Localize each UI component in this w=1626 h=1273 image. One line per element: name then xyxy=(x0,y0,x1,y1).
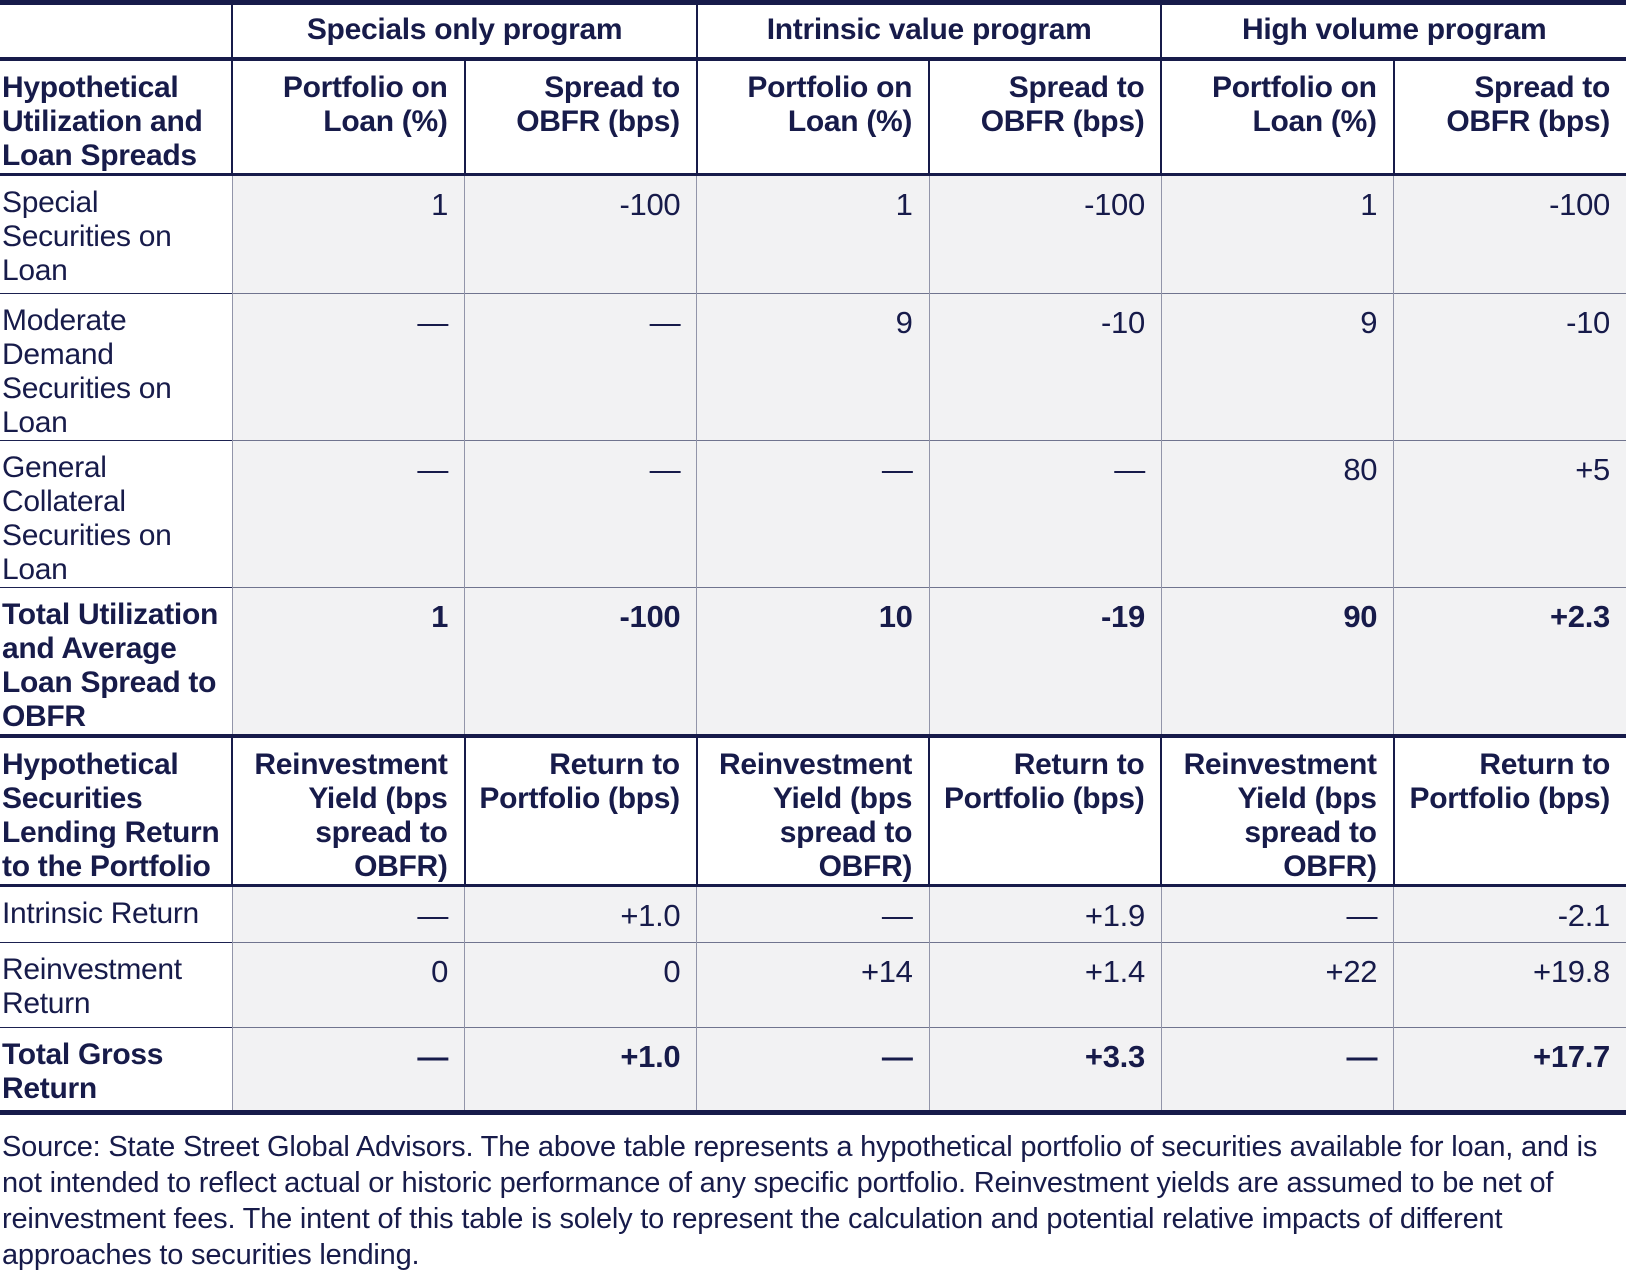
row-label: Special Securities on Loan xyxy=(0,173,233,293)
row-label: Moderate Demand Securities on Loan xyxy=(0,292,233,440)
value-cell: +1.9 xyxy=(928,884,1162,942)
row-label: Reinvestment Return xyxy=(0,941,233,1027)
col-header-portfolio-on-loan: Portfolio on Loan (%) xyxy=(695,58,930,176)
value-cell: 1 xyxy=(231,173,465,293)
group-header-intrinsic: Intrinsic value program xyxy=(695,2,1162,61)
corner-cell xyxy=(0,2,233,61)
table-row-reinvestment-return: Reinvestment Return 0 0 +14 +1.4 +22 +19… xyxy=(0,941,1626,1027)
col-header-spread-to-obfr: Spread to OBFR (bps) xyxy=(463,58,697,176)
value-cell: — xyxy=(231,884,465,942)
section1-subheader-row: Hypothetical Utilization and Loan Spread… xyxy=(0,58,1626,176)
value-cell: — xyxy=(231,292,465,440)
value-cell: +22 xyxy=(1160,941,1394,1027)
value-cell: -100 xyxy=(464,173,697,293)
section2-row-header: Hypothetical Securities Lending Return t… xyxy=(0,735,233,887)
section2-subheader-row: Hypothetical Securities Lending Return t… xyxy=(0,735,1626,887)
col-header-return-to-portfolio: Return to Portfolio (bps) xyxy=(928,735,1162,887)
value-cell: +1.4 xyxy=(928,941,1162,1027)
group-header-high-volume: High volume program xyxy=(1160,2,1626,61)
value-cell: — xyxy=(1160,884,1394,942)
value-cell: +2.3 xyxy=(1393,586,1626,738)
table-row-total-utilization: Total Utilization and Average Loan Sprea… xyxy=(0,586,1626,738)
table-row-total-gross-return: Total Gross Return — +1.0 — +3.3 — +17.7 xyxy=(0,1026,1626,1112)
value-cell: -2.1 xyxy=(1393,884,1626,942)
group-header-specials: Specials only program xyxy=(231,2,697,61)
value-cell: 90 xyxy=(1160,586,1394,738)
section1-row-header: Hypothetical Utilization and Loan Spread… xyxy=(0,58,233,176)
value-cell: — xyxy=(231,439,465,587)
securities-lending-table: Specials only program Intrinsic value pr… xyxy=(0,0,1626,1115)
value-cell: 0 xyxy=(464,941,697,1027)
value-cell: — xyxy=(464,292,697,440)
table-row-intrinsic-return: Intrinsic Return — +1.0 — +1.9 — -2.1 xyxy=(0,884,1626,942)
value-cell: — xyxy=(696,439,930,587)
value-cell: 80 xyxy=(1160,439,1394,587)
table-row-general-collateral: General Collateral Securities on Loan — … xyxy=(0,439,1626,587)
row-label: General Collateral Securities on Loan xyxy=(0,439,233,587)
value-cell: — xyxy=(928,439,1162,587)
value-cell: +1.0 xyxy=(464,1026,697,1112)
value-cell: — xyxy=(231,1026,465,1112)
value-cell: 9 xyxy=(696,292,930,440)
col-header-spread-to-obfr: Spread to OBFR (bps) xyxy=(928,58,1162,176)
value-cell: 1 xyxy=(1160,173,1394,293)
value-cell: — xyxy=(464,439,697,587)
value-cell: -100 xyxy=(928,173,1162,293)
table-row-special-securities: Special Securities on Loan 1 -100 1 -100… xyxy=(0,173,1626,293)
value-cell: -19 xyxy=(928,586,1162,738)
value-cell: — xyxy=(696,1026,930,1112)
value-cell: -10 xyxy=(928,292,1162,440)
source-note: Source: State Street Global Advisors. Th… xyxy=(2,1130,1598,1271)
col-header-return-to-portfolio: Return to Portfolio (bps) xyxy=(463,735,697,887)
table-row-moderate-demand: Moderate Demand Securities on Loan — — 9… xyxy=(0,292,1626,440)
value-cell: +3.3 xyxy=(928,1026,1162,1112)
value-cell: 9 xyxy=(1160,292,1394,440)
col-header-reinvestment-yield: Reinvestment Yield (bps spread to OBFR) xyxy=(1160,735,1394,887)
col-header-portfolio-on-loan: Portfolio on Loan (%) xyxy=(1160,58,1394,176)
value-cell: +14 xyxy=(696,941,930,1027)
value-cell: +1.0 xyxy=(464,884,697,942)
value-cell: 0 xyxy=(231,941,465,1027)
row-label: Intrinsic Return xyxy=(0,884,233,942)
value-cell: — xyxy=(1160,1026,1394,1112)
col-header-return-to-portfolio: Return to Portfolio (bps) xyxy=(1392,735,1626,887)
col-header-reinvestment-yield: Reinvestment Yield (bps spread to OBFR) xyxy=(231,735,465,887)
value-cell: 1 xyxy=(696,173,930,293)
col-header-spread-to-obfr: Spread to OBFR (bps) xyxy=(1392,58,1626,176)
row-label: Total Utilization and Average Loan Sprea… xyxy=(0,586,233,738)
value-cell: — xyxy=(696,884,930,942)
value-cell: -10 xyxy=(1393,292,1626,440)
col-header-portfolio-on-loan: Portfolio on Loan (%) xyxy=(231,58,465,176)
col-header-reinvestment-yield: Reinvestment Yield (bps spread to OBFR) xyxy=(695,735,930,887)
value-cell: 10 xyxy=(696,586,930,738)
value-cell: 1 xyxy=(231,586,465,738)
program-header-row: Specials only program Intrinsic value pr… xyxy=(0,2,1626,61)
value-cell: +5 xyxy=(1393,439,1626,587)
value-cell: -100 xyxy=(464,586,697,738)
value-cell: +19.8 xyxy=(1393,941,1626,1027)
value-cell: -100 xyxy=(1393,173,1626,293)
row-label: Total Gross Return xyxy=(0,1026,233,1112)
value-cell: +17.7 xyxy=(1393,1026,1626,1112)
